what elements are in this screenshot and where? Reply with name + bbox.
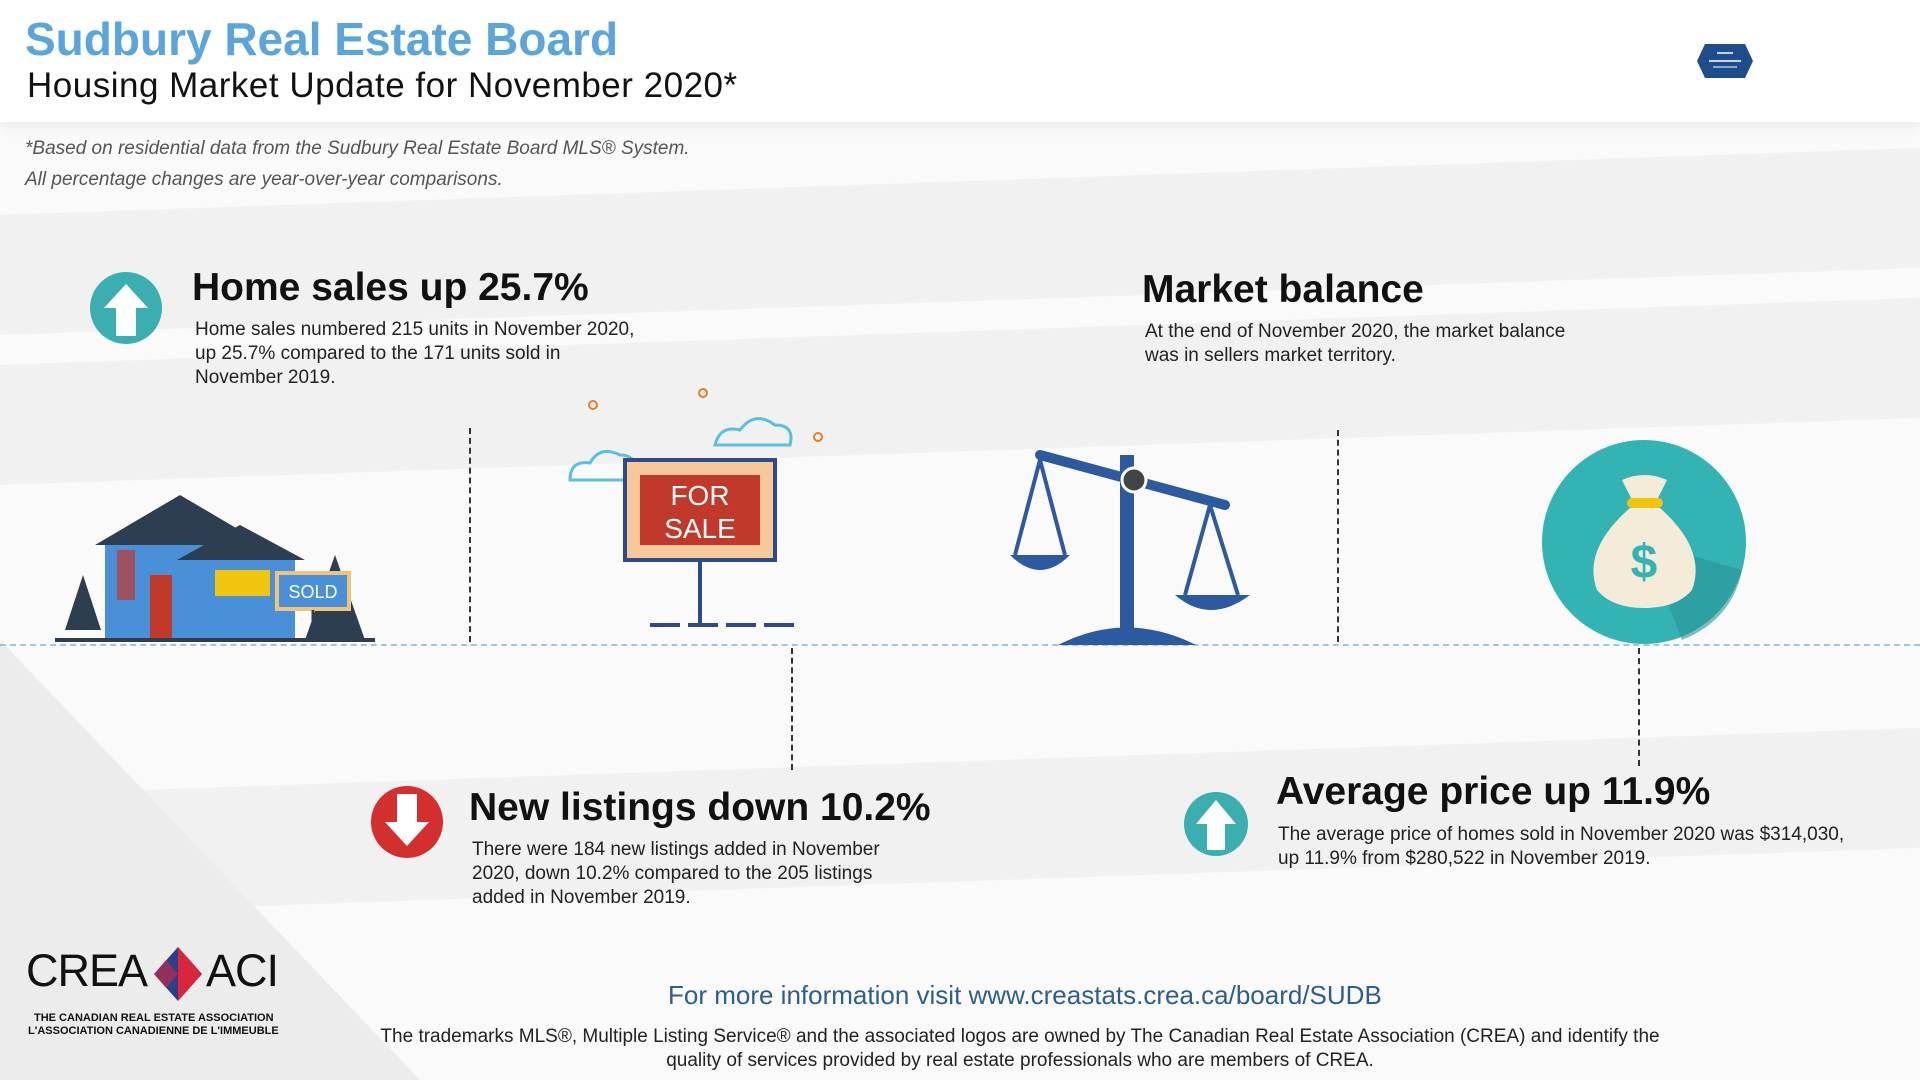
new-listings-body: There were 184 new listings added in Nov… [472, 839, 880, 908]
header: Sudbury Real Estate Board Housing Market… [0, 0, 1920, 122]
crea-logo-icon [154, 947, 202, 1001]
connector-line [1638, 648, 1640, 766]
board-name: Sudbury Real Estate Board [25, 13, 619, 65]
connector-line [791, 648, 793, 770]
comparison-note: All percentage changes are year-over-yea… [25, 169, 503, 190]
market-balance-title: Market balance [1142, 268, 1424, 311]
home-sales-body: Home sales numbered 215 units in Novembe… [195, 319, 635, 388]
page-title: Housing Market Update for November 2020* [27, 66, 738, 105]
for-sale-text-line2: SALE [664, 513, 736, 544]
average-price-body: The average price of homes sold in Novem… [1278, 824, 1845, 869]
money-bag-illustration: $ [1542, 440, 1746, 644]
average-price-title: Average price up 11.9% [1276, 770, 1711, 813]
board-logo-icon [1697, 44, 1753, 78]
timeline-line [0, 644, 1920, 646]
dollar-sign-text: $ [1631, 536, 1658, 589]
for-sale-text-line1: FOR [670, 480, 729, 511]
background-diagonal [0, 640, 420, 1080]
crea-logo-text: CREA [26, 945, 148, 996]
sold-sign-text: SOLD [288, 582, 337, 602]
crea-name-fr: L'ASSOCIATION CANADIENNE DE L'IMMEUBLE [28, 1025, 279, 1037]
crea-name-en: THE CANADIAN REAL ESTATE ASSOCIATION [34, 1012, 274, 1024]
new-listings-title: New listings down 10.2% [469, 786, 931, 829]
market-balance-body: At the end of November 2020, the market … [1145, 321, 1566, 366]
home-sales-title: Home sales up 25.7% [192, 266, 589, 309]
data-source-note: *Based on residential data from the Sudb… [25, 138, 690, 159]
trademark-note: The trademarks MLS®, Multiple Listing Se… [380, 1026, 1660, 1071]
arrow-up-icon [1184, 792, 1248, 856]
divider-line [469, 428, 471, 642]
for-sale-sign-illustration: FOR SALE [568, 388, 823, 627]
more-info-link[interactable]: For more information visit www.creastats… [668, 980, 1382, 1010]
arrow-up-icon [90, 272, 162, 344]
divider-line [1337, 430, 1339, 642]
arrow-down-icon [371, 786, 443, 858]
balance-scale-illustration [1010, 450, 1250, 645]
aci-logo-text: ACI [206, 945, 279, 996]
house-illustration: SOLD [55, 495, 375, 642]
